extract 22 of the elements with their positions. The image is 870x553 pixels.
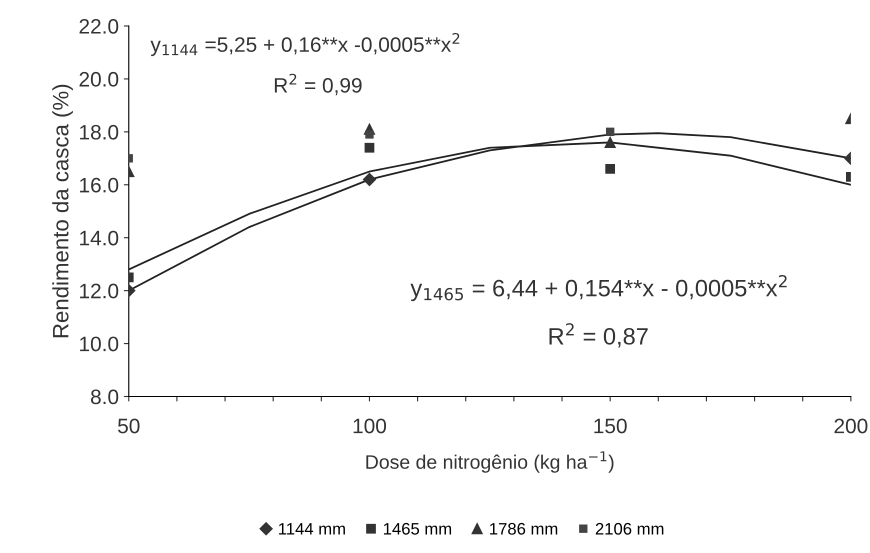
legend-label: 1144 mm	[279, 523, 345, 535]
x-tick-label: 50	[118, 418, 140, 434]
annotation: y$_{1465}$ = 6,44 + 0,154**x - 0,0005**x$^{2}$	[410, 274, 787, 302]
y-tick-label: 20.0	[80, 72, 118, 87]
y-tick-label: 22.0	[80, 18, 118, 34]
x-tick-label: 200	[834, 418, 868, 434]
y-tick-label: 16.0	[80, 178, 118, 193]
annotation: R$^{2}$ = 0,99	[274, 74, 362, 96]
y-tick-label: 8.0	[90, 390, 118, 404]
y-tick-label: 18.0	[80, 124, 118, 140]
y-tick-label: 12.0	[80, 284, 118, 298]
legend-label: 1786 mm	[490, 522, 558, 535]
x-axis-title: Dose de nitrogênio (kg ha$^{−1}$)	[366, 451, 614, 473]
legend-label: 2106 mm	[596, 522, 664, 535]
y-tick-label: 10.0	[80, 336, 118, 352]
y-tick-label: 14.0	[80, 230, 118, 246]
annotation: y$_{1144}$ =5,25 + 0,16**x -0,0005**x$^{2}$	[150, 32, 460, 56]
annotation: R$^{2}$ = 0,87	[550, 323, 648, 348]
legend-label: 1465 mm	[384, 522, 452, 535]
y-axis-title: Rendimento da casca (%)	[52, 84, 73, 338]
x-tick-label: 150	[594, 418, 627, 434]
x-tick-label: 100	[354, 418, 386, 434]
